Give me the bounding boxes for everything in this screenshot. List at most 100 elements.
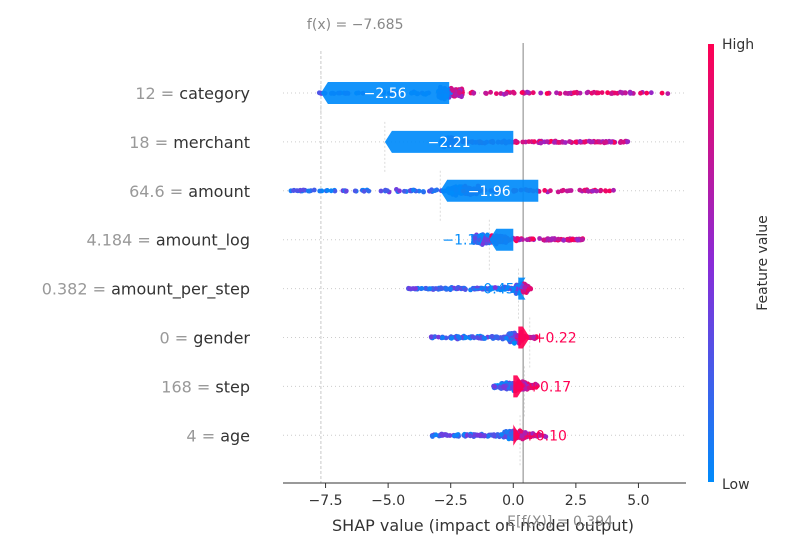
beeswarm-point <box>301 187 306 193</box>
x-tick-label: −2.5 <box>434 493 468 509</box>
x-axis: −7.5 −5.0 −2.5 0.0 2.5 5.0 SHAP value (impact … <box>283 17 686 535</box>
beeswarm-point <box>577 139 583 144</box>
beeswarm-point <box>467 433 473 439</box>
beeswarm-point <box>470 334 476 340</box>
beeswarm-point <box>531 383 537 388</box>
feature-value: 0.382 = <box>42 280 111 299</box>
x-tick-label: 0.0 <box>502 493 524 509</box>
feature-name: amount_log <box>156 231 250 251</box>
beeswarm-point <box>474 285 480 291</box>
beeswarm-point <box>522 284 528 290</box>
beeswarm-point <box>343 188 349 194</box>
beeswarm-point <box>589 139 595 145</box>
beeswarm-point <box>563 140 568 145</box>
feature-name: age <box>220 426 250 445</box>
beeswarm-point <box>491 432 497 438</box>
beeswarm-point <box>625 139 631 145</box>
beeswarm-point <box>433 286 439 291</box>
beeswarm-point <box>503 91 509 96</box>
beeswarm-point <box>366 188 372 194</box>
beeswarm-point <box>316 90 322 96</box>
beeswarm-point <box>519 90 525 95</box>
beeswarm-point <box>294 188 300 194</box>
feature-value: 4.184 = <box>86 231 155 250</box>
beeswarm-point <box>471 240 476 245</box>
feature-name: category <box>179 84 250 103</box>
beeswarm-point <box>551 140 557 145</box>
beeswarm-point <box>411 187 416 193</box>
beeswarm-point <box>419 286 425 291</box>
beeswarm-point <box>591 89 597 95</box>
beeswarm-point <box>332 188 338 194</box>
beeswarm-point <box>526 385 532 391</box>
beeswarm-point <box>549 236 555 242</box>
beeswarm-point <box>563 90 568 96</box>
shap-value-label: +0.10 <box>524 428 567 444</box>
beeswarm-point <box>480 238 486 244</box>
shap-arrow-amount_log <box>489 228 514 251</box>
beeswarm-point <box>590 188 596 194</box>
beeswarm-point <box>440 335 445 340</box>
beeswarm-point <box>497 384 503 390</box>
beeswarm-point <box>659 90 665 96</box>
beeswarm-point <box>599 90 605 95</box>
beeswarm-point <box>537 236 542 241</box>
base-value-label: E[f(X)] = 0.394 <box>507 514 613 530</box>
beeswarm-point <box>492 384 497 389</box>
beeswarm-point <box>311 187 317 193</box>
colorbar-gradient <box>708 44 714 482</box>
beeswarm-point <box>522 431 528 436</box>
beeswarm-point <box>416 188 422 194</box>
beeswarm-point <box>504 335 509 341</box>
beeswarm-point <box>608 91 614 96</box>
beeswarm-point <box>500 285 506 290</box>
beeswarm-point <box>482 336 488 341</box>
beeswarm-point <box>513 138 519 144</box>
beeswarm-point <box>324 188 330 193</box>
beeswarm-point <box>421 189 426 195</box>
beeswarm-point <box>459 94 464 100</box>
x-tick-label: 5.0 <box>627 493 649 509</box>
feature-label-amount_log: 4.184 = amount_log <box>86 231 250 251</box>
beeswarm-point <box>520 139 526 145</box>
colorbar-low-label: Low <box>722 477 750 493</box>
beeswarm-point <box>586 188 591 194</box>
beeswarm-point <box>608 139 614 145</box>
colorbar: High Low Feature value <box>708 37 771 493</box>
beeswarm-point <box>605 90 610 96</box>
feature-name: amount_per_step <box>111 280 250 300</box>
beeswarm-point <box>432 188 438 194</box>
beeswarm-point <box>531 139 537 145</box>
beeswarm-point <box>494 91 499 96</box>
shap-value-label: −0.45 <box>472 282 515 298</box>
beeswarm-point <box>568 188 574 193</box>
feature-labels: 12 = category 18 = merchant 64.6 = amount 4… <box>42 84 251 445</box>
beeswarm-point <box>436 334 441 340</box>
beeswarm-point <box>508 331 514 336</box>
feature-value: 64.6 = <box>129 182 188 201</box>
feature-name: amount <box>188 182 250 201</box>
beeswarm-point <box>538 140 544 146</box>
beeswarm-point <box>457 90 462 95</box>
shap-arrow-amount <box>440 179 539 202</box>
beeswarm-point <box>665 91 671 96</box>
beeswarm-point <box>413 286 418 291</box>
colorbar-high-label: High <box>722 37 754 53</box>
beeswarm-point <box>554 90 559 96</box>
beeswarm-point <box>397 188 402 194</box>
beeswarm-point <box>494 334 500 340</box>
beeswarm-point <box>582 139 587 145</box>
beeswarm-point <box>463 335 469 340</box>
beeswarm-point <box>502 384 508 390</box>
beeswarm-point <box>361 188 367 194</box>
beeswarm-point <box>454 432 460 438</box>
beeswarm-point <box>488 89 493 95</box>
beeswarm-point <box>450 88 456 93</box>
beeswarm-point <box>531 334 537 340</box>
beeswarm-point <box>432 334 438 340</box>
x-tick-label: −5.0 <box>371 493 405 509</box>
beeswarm-point <box>530 236 536 242</box>
beeswarm-point <box>520 289 526 295</box>
beeswarm-point <box>444 286 449 291</box>
beeswarm-point <box>548 188 553 194</box>
